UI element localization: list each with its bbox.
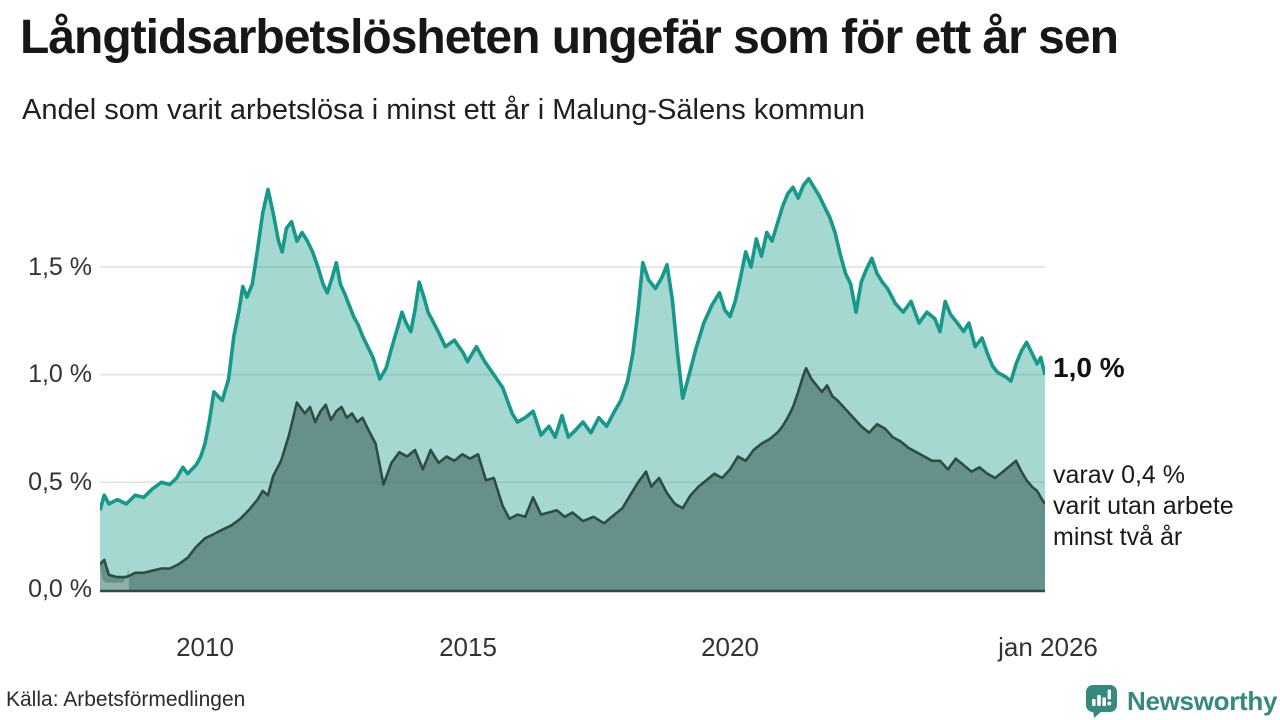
source-credit: Källa: Arbetsförmedlingen [6,688,246,711]
x-tick-label-2015: 2015 [439,632,497,662]
page-subtitle: Andel som varit arbetslösa i minst ett å… [22,94,865,126]
y-tick-label-0-5: 0,5 % [28,468,92,496]
newsworthy-icon [1086,685,1117,718]
page-title: Långtidsarbetslösheten ungefär som för e… [20,11,1119,64]
x-tick-label-jan-2026: jan 2026 [998,632,1098,662]
y-tick-label-1-5: 1,5 % [28,253,92,281]
y-tick-label-0-0: 0,0 % [28,575,92,603]
series-end-note: varav 0,4 % varit utan arbete minst två … [1053,460,1234,553]
newsworthy-logo[interactable]: Newsworthy [1085,684,1277,719]
series-line-min-two-years [100,366,1045,579]
area-chart [100,176,1045,593]
series-line-min-one-year [100,176,1045,511]
x-tick-label-2010: 2010 [176,632,234,662]
series-end-note-line3: minst två år [1053,523,1183,551]
newsworthy-wordmark: Newsworthy [1127,686,1278,716]
series-area-min-two-years [100,368,1045,590]
y-tick-label-1-0: 1,0 % [28,360,92,388]
series-start-notch [100,565,129,590]
x-tick-label-2020: 2020 [701,632,759,662]
series-end-note-line2: varit utan arbete [1053,492,1234,520]
series-end-note-line1: varav 0,4 % [1053,461,1186,489]
series-end-value-label: 1,0 % [1053,352,1125,383]
